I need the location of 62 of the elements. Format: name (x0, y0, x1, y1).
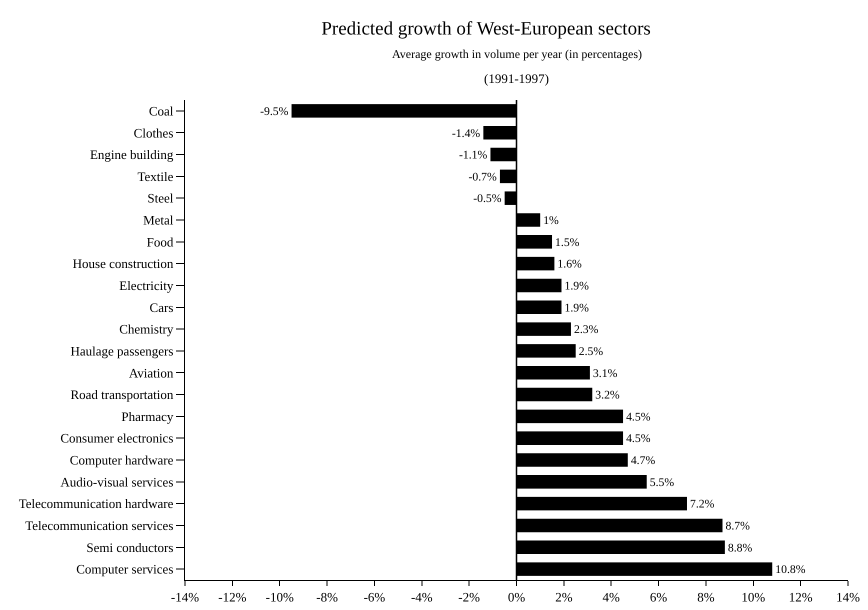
data-label: 4.5% (626, 432, 651, 446)
y-tick-label: Engine building (90, 147, 174, 162)
data-label: 3.2% (595, 388, 620, 402)
x-tick-label: -12% (218, 590, 247, 605)
y-tick-label: Steel (147, 190, 174, 206)
data-label: 7.2% (690, 498, 715, 511)
data-label: 1% (543, 214, 560, 228)
data-label: 2.5% (578, 344, 604, 358)
y-tick-label: Aviation (128, 365, 174, 380)
y-tick-label: Chemistry (119, 322, 174, 337)
data-label: 1.5% (555, 236, 580, 249)
x-tick-label: -10% (266, 590, 294, 605)
y-tick-label: Semi conductors (86, 540, 174, 555)
y-tick-label: Metal (143, 212, 174, 228)
data-label: -1.4% (452, 126, 480, 140)
y-tick-label: Telecommunication services (25, 518, 174, 533)
x-tick-label: -4% (410, 590, 433, 605)
y-tick-label: Road transportation (70, 387, 174, 402)
chart-subtitle: Average growth in volume per year (in percentages) (392, 47, 642, 61)
y-tick-label: Food (146, 234, 174, 250)
data-label: -9.5% (260, 104, 289, 118)
data-label: -0.7% (468, 170, 498, 184)
data-label: -1.1% (458, 148, 488, 162)
x-tick-label: 10% (741, 590, 766, 605)
data-label: 1.9% (564, 280, 590, 293)
x-tick-label: 4% (602, 590, 620, 605)
y-tick-label: Haulage passengers (70, 343, 174, 358)
data-label: 1.6% (557, 258, 582, 271)
data-label: 4.5% (626, 410, 651, 424)
x-tick-label: -8% (316, 590, 338, 605)
chart-title: Predicted growth of West-European sectors (321, 18, 651, 40)
data-label: 2.3% (574, 323, 599, 336)
x-tick-label: 6% (650, 590, 668, 605)
y-tick-label: Computer services (76, 562, 174, 577)
x-tick-label: 8% (697, 590, 715, 605)
x-tick-label: 14% (836, 590, 860, 605)
x-tick-label: -6% (364, 590, 386, 605)
data-label: 1.9% (564, 301, 590, 314)
y-tick-label: Computer hardware (70, 452, 174, 468)
data-label: 4.7% (630, 454, 656, 468)
y-tick-label: Telecommunication hardware (18, 496, 174, 512)
y-tick-label: Audio-visual services (60, 474, 174, 490)
x-tick-label: 0% (508, 590, 526, 605)
data-label: 10.8% (775, 563, 806, 576)
data-label: 3.1% (592, 366, 618, 380)
data-label: -0.5% (473, 192, 502, 206)
y-tick-label: Electricity (119, 278, 174, 293)
data-label: 8.7% (726, 520, 750, 533)
data-label: 5.5% (650, 476, 674, 489)
x-tick-label: -2% (458, 590, 480, 605)
y-tick-label: Textile (137, 168, 174, 184)
y-tick-label: Pharmacy (121, 408, 174, 424)
y-tick-label: Coal (148, 103, 174, 118)
x-tick-label: 2% (555, 590, 573, 605)
y-tick-label: Cars (150, 300, 174, 315)
data-label: 8.8% (728, 541, 753, 554)
y-tick-label: House construction (72, 256, 174, 272)
x-tick-label: 12% (788, 590, 813, 605)
y-tick-label: Consumer electronics (60, 430, 174, 446)
y-tick-label: Clothes (134, 125, 174, 140)
text: (1991-1997) (484, 71, 549, 86)
x-tick-label: -14% (170, 590, 200, 605)
